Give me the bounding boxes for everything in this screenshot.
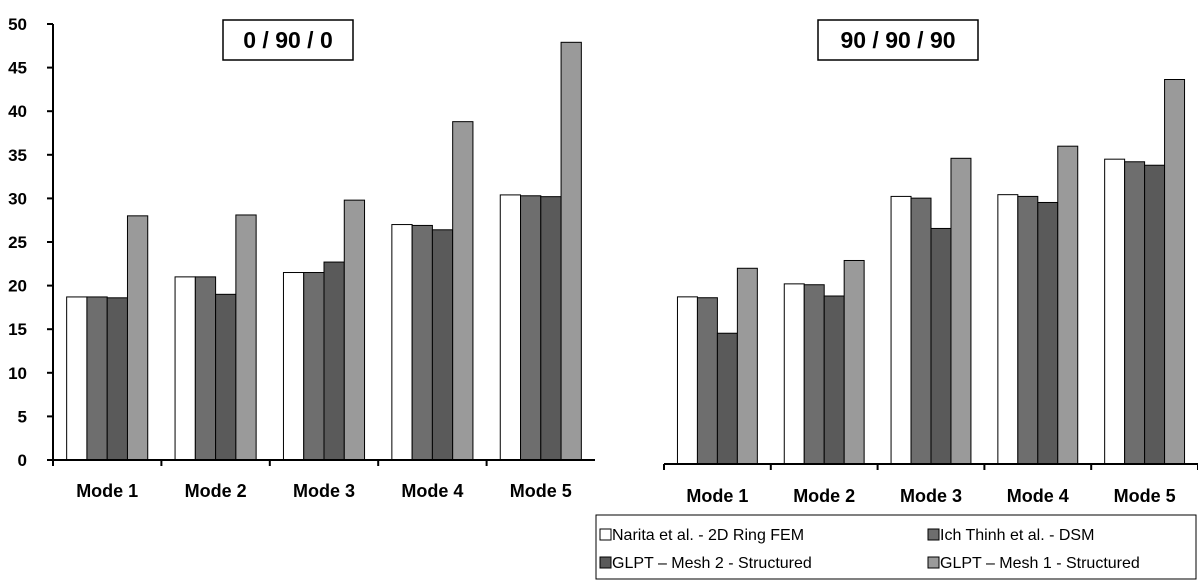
bar-chart-1-series-3-mode-3 [950,157,972,465]
bar-chart-1-series-3-mode-1 [736,267,758,465]
y-tick-label-25: 25 [8,233,27,252]
bar-chart-0-series-0-mode-3 [282,272,305,461]
y-tick-label-20: 20 [8,277,27,296]
y-tick-label-40: 40 [8,102,27,121]
bar-chart-0-series-2-mode-3 [323,261,345,461]
bar-chart-0-series-0-mode-1 [66,296,88,461]
chart-0-category-labels: Mode 1 Mode 2 Mode 3 Mode 4 Mode 5 [76,481,572,501]
bar-chart-0-series-3-mode-5 [560,41,582,461]
bar-chart-1-series-3-mode-2 [843,259,865,465]
bar-chart-0-series-1-mode-5 [520,195,542,461]
category-label-chart-0-mode-5: Mode 5 [510,481,572,501]
legend-swatch-glpt-mesh-2 [599,556,612,569]
y-tick-label-35: 35 [8,146,27,165]
chart-1-title: 90 / 90 / 90 [840,27,955,53]
bar-chart-0-series-2-mode-2 [215,293,237,461]
legend-label-ich-thinh: Ich Thinh et al. - DSM [940,527,1094,544]
legend: Narita et al. - 2D Ring FEM Ich Thinh et… [595,514,1197,580]
y-tick-label-50: 50 [8,15,27,34]
legend-label-narita: Narita et al. - 2D Ring FEM [612,527,804,544]
y-tick-label-30: 30 [8,189,27,208]
bar-chart-0-series-3-mode-3 [343,199,366,461]
legend-swatch-glpt-mesh-1 [927,556,940,569]
category-label-chart-1-mode-2: Mode 2 [793,486,855,506]
bar-chart-0-series-3-mode-1 [126,215,149,461]
bar-chart-0-series-1-mode-1 [86,296,108,461]
y-tick-label-15: 15 [8,320,27,339]
bar-chart-1-series-3-mode-5 [1164,79,1186,465]
bar-chart-1-series-0-mode-3 [890,195,912,465]
chart-0-bars [66,41,582,461]
category-label-chart-1-mode-1: Mode 1 [686,486,748,506]
bar-chart-1-series-2-mode-1 [716,332,738,465]
legend-label-glpt-mesh-2: GLPT – Mesh 2 - Structured [612,555,812,572]
bar-chart-0-series-2-mode-4 [431,229,454,461]
legend-swatch-narita [599,528,612,541]
bar-chart-0-series-0-mode-2 [174,276,196,461]
bar-chart-0-series-1-mode-2 [194,276,217,461]
bar-chart-0-series-1-mode-4 [411,224,433,461]
bar-chart-1-series-2-mode-5 [1144,164,1166,465]
bar-chart-0-series-2-mode-5 [540,196,562,461]
chart-0-axes [47,23,595,466]
y-tick-label-0: 0 [18,451,27,470]
chart-1-axes [663,463,1198,470]
y-tick-label-5: 5 [18,407,27,426]
bar-chart-1-series-2-mode-2 [823,295,845,465]
bar-chart-1-series-2-mode-4 [1037,201,1059,465]
category-label-chart-1-mode-3: Mode 3 [900,486,962,506]
bar-chart-1-series-1-mode-5 [1124,161,1146,465]
y-tick-label-10: 10 [8,364,27,383]
bar-chart-1-series-0-mode-2 [783,283,805,465]
chart-1-category-labels: Mode 1 Mode 2 Mode 3 Mode 4 Mode 5 [686,486,1175,506]
legend-box [595,514,1197,580]
category-label-chart-0-mode-1: Mode 1 [76,481,138,501]
legend-label-glpt-mesh-1: GLPT – Mesh 1 - Structured [940,555,1140,572]
bar-chart-0-series-3-mode-2 [235,214,257,461]
bar-chart-0-series-0-mode-5 [499,194,522,461]
category-label-chart-0-mode-2: Mode 2 [185,481,247,501]
category-label-chart-1-mode-5: Mode 5 [1114,486,1176,506]
bar-chart-1-series-3-mode-4 [1057,145,1079,465]
y-tick-label-45: 45 [8,59,27,78]
bar-chart-1-series-0-mode-1 [676,296,698,465]
bar-chart-1-series-1-mode-1 [696,297,718,465]
category-label-chart-0-mode-4: Mode 4 [401,481,463,501]
bar-chart-1-series-2-mode-3 [930,227,952,465]
chart-1-3-mode-bar-chart: Mode 1 Mode 2 Mode 3 Mode 4 Mode 5 90 / 90 /… [663,19,1198,506]
bar-chart-0-series-0-mode-4 [391,224,413,461]
legend-swatch-ich-thinh [927,528,940,541]
bar-chart-0-series-3-mode-4 [452,121,474,461]
bar-chart-1-series-0-mode-4 [997,194,1019,465]
bar-chart-0-series-2-mode-1 [106,297,128,461]
chart-0-title-box [222,19,354,61]
chart-0-title: 0 / 90 / 0 [243,27,333,53]
chart-0-y-tick-labels: 0 5 10 15 20 25 30 35 40 45 50 [8,15,27,470]
bar-chart-1-series-0-mode-5 [1104,158,1126,465]
bar-chart-1-series-1-mode-3 [910,197,932,465]
bar-chart-1-series-1-mode-4 [1017,195,1039,465]
category-label-chart-1-mode-4: Mode 4 [1007,486,1069,506]
bar-chart-1-series-1-mode-2 [803,284,825,465]
bar-chart-0-series-1-mode-3 [303,272,325,461]
chart-1-bars [676,79,1186,465]
category-label-chart-0-mode-3: Mode 3 [293,481,355,501]
chart-1-title-box [817,19,979,61]
